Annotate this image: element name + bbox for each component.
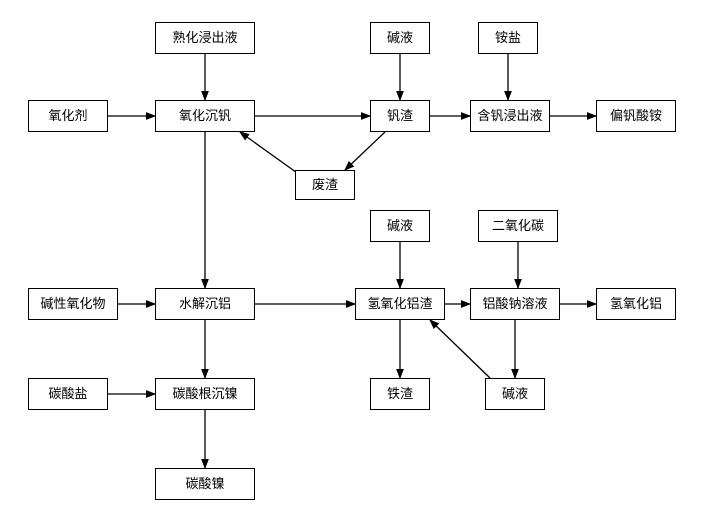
node-qyhl: 氢氧化铝 — [596, 288, 676, 320]
node-label: 碳酸根沉镍 — [172, 387, 237, 401]
node-sjcl: 水解沉铝 — [155, 288, 255, 320]
node-tsy: 碳酸盐 — [28, 378, 108, 410]
node-label: 铵盐 — [495, 31, 521, 45]
node-pianfan: 偏钒酸铵 — [596, 100, 676, 132]
node-label: 偏钒酸铵 — [610, 109, 662, 123]
arrow-layer — [0, 0, 707, 528]
node-jianye1: 碱液 — [370, 22, 430, 54]
node-hanfan: 含钒浸出液 — [470, 100, 550, 132]
node-tsnie: 碳酸镍 — [155, 468, 255, 500]
node-label: 碳酸盐 — [48, 387, 87, 401]
node-co2: 二氧化碳 — [478, 210, 558, 242]
node-label: 氢氧化铝 — [610, 297, 662, 311]
node-label: 铁渣 — [387, 387, 413, 401]
node-label: 氧化剂 — [48, 109, 87, 123]
node-yhsv: 氧化沉钒 — [155, 100, 255, 132]
node-label: 水解沉铝 — [179, 297, 231, 311]
node-label: 含钒浸出液 — [477, 109, 542, 123]
node-label: 氢氧化铝渣 — [367, 297, 432, 311]
node-label: 碱液 — [387, 219, 413, 233]
node-feizha: 废渣 — [295, 170, 355, 200]
edge-jianye3-to-qyhlz — [430, 320, 490, 378]
node-label: 熟化浸出液 — [172, 31, 237, 45]
edge-feizha-to-yhsv — [240, 132, 300, 175]
node-jianye3: 碱液 — [485, 378, 545, 410]
node-shuhua: 熟化浸出液 — [155, 22, 255, 54]
node-label: 氧化沉钒 — [179, 109, 231, 123]
node-label: 二氧化碳 — [492, 219, 544, 233]
node-label: 钒渣 — [387, 109, 413, 123]
node-yanghuaji: 氧化剂 — [28, 100, 108, 132]
node-fanzha: 钒渣 — [370, 100, 430, 132]
node-label: 碱液 — [387, 31, 413, 45]
node-label: 碱性氧化物 — [40, 297, 105, 311]
node-label: 废渣 — [312, 178, 338, 192]
edge-fanzha-to-feizha — [345, 132, 385, 170]
flowchart-stage: 熟化浸出液碱液铵盐氧化剂氧化沉钒钒渣含钒浸出液偏钒酸铵废渣碱液二氧化碳碱性氧化物… — [0, 0, 707, 528]
node-jianye2: 碱液 — [370, 210, 430, 242]
node-qyhlz: 氢氧化铝渣 — [355, 288, 445, 320]
node-tsgcn: 碳酸根沉镍 — [155, 378, 255, 410]
node-label: 铝酸钠溶液 — [482, 297, 547, 311]
node-label: 碳酸镍 — [185, 477, 224, 491]
node-tiezha: 铁渣 — [370, 378, 430, 410]
node-jxyhw: 碱性氧化物 — [28, 288, 118, 320]
node-lsnry: 铝酸钠溶液 — [470, 288, 560, 320]
node-anyantop: 铵盐 — [478, 22, 538, 54]
node-label: 碱液 — [502, 387, 528, 401]
